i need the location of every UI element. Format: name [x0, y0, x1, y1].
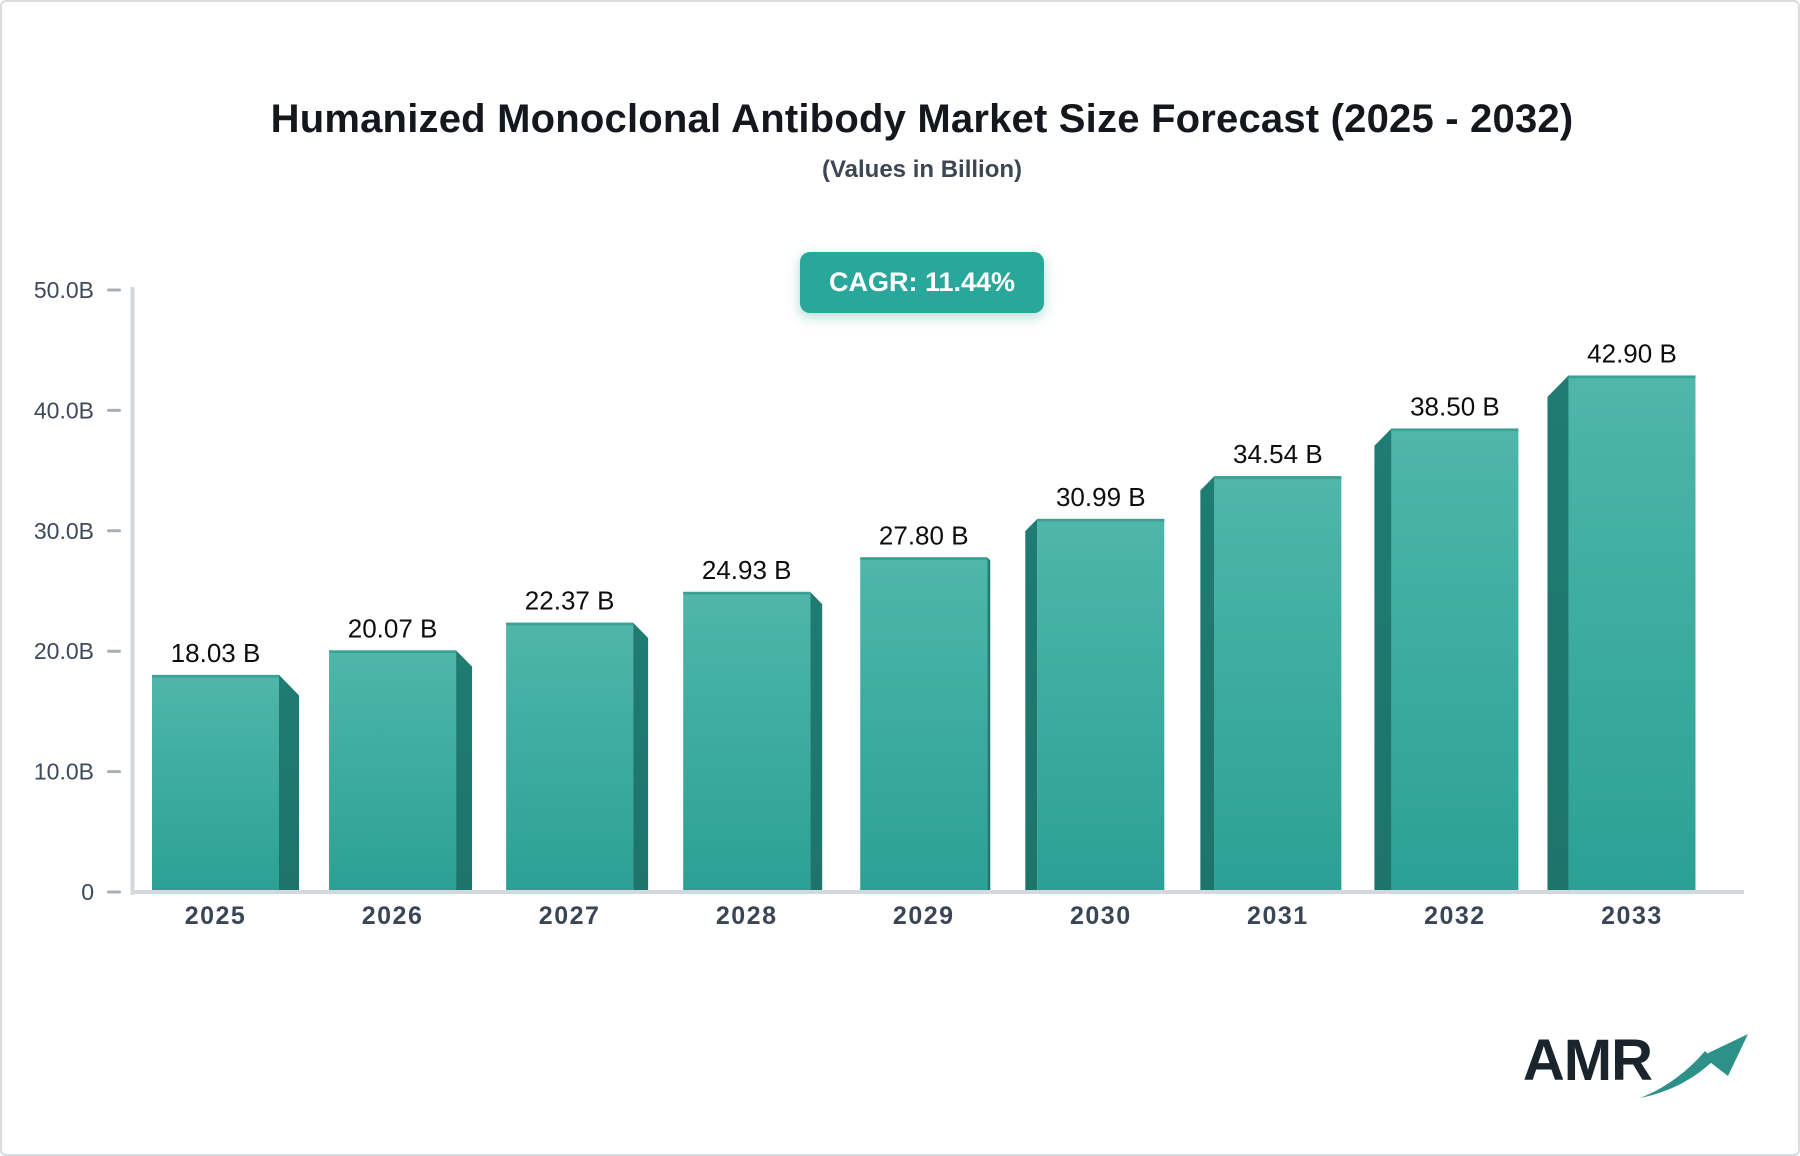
y-tick	[107, 288, 121, 292]
bar-top-edge	[1391, 428, 1519, 432]
bar-side-face	[1025, 518, 1038, 893]
cagr-badge: CAGR: 11.44%	[799, 252, 1045, 313]
bar-side-face	[810, 591, 823, 893]
x-tick-label: 2028	[716, 902, 778, 930]
bar-2027[interactable]	[506, 622, 649, 893]
bar-top-edge	[152, 674, 279, 678]
y-axis-line	[130, 287, 135, 895]
x-tick-label: 2030	[1070, 902, 1132, 930]
bar-value-label: 38.50 B	[1410, 391, 1500, 421]
bar-value-label: 18.03 B	[171, 638, 261, 668]
cagr-badge-label: CAGR: 11.44%	[828, 267, 1016, 297]
y-tick-label: 40.0B	[34, 397, 94, 423]
x-tick-label: 2029	[893, 902, 955, 930]
bar-value-label: 42.90 B	[1587, 338, 1677, 368]
x-tick-label: 2025	[185, 902, 247, 930]
bar-top-edge	[1037, 518, 1165, 522]
bar-front-face	[683, 591, 811, 893]
bar-front-face	[1037, 518, 1165, 893]
y-tick-label: 50.0B	[34, 277, 94, 303]
x-tick-label: 2026	[362, 902, 424, 930]
bar-top-edge	[1568, 375, 1696, 379]
x-axis-line	[130, 890, 1744, 894]
bar-top-edge	[506, 622, 634, 626]
bar-side-face	[633, 622, 649, 893]
bar-2030[interactable]	[1025, 518, 1165, 893]
bar-2031[interactable]	[1200, 476, 1342, 893]
bar-top-edge	[683, 591, 811, 595]
x-tick-label: 2033	[1601, 902, 1663, 930]
y-tick	[107, 649, 121, 653]
bar-value-label: 24.93 B	[702, 555, 792, 585]
x-tick-label: 2031	[1247, 902, 1309, 930]
bar-front-face	[860, 557, 988, 893]
bar-front-face	[1568, 375, 1696, 893]
y-tick-label: 10.0B	[34, 759, 94, 785]
bar-front-face	[1391, 428, 1519, 893]
y-tick-label: 20.0B	[34, 638, 94, 664]
bar-top-edge	[860, 557, 988, 560]
bar-front-face	[1214, 476, 1342, 893]
bar-front-face	[329, 650, 457, 893]
x-tick-label: 2027	[539, 902, 601, 930]
bar-value-label: 20.07 B	[348, 613, 438, 643]
bar-side-face	[987, 557, 991, 893]
bar-side-face	[1547, 375, 1569, 893]
bar-front-face	[152, 674, 279, 893]
bar-front-face	[506, 622, 634, 893]
x-tick-label: 2032	[1424, 902, 1486, 930]
amr-logo-text: AMR	[1522, 1028, 1653, 1093]
y-tick	[107, 529, 121, 533]
bar-side-face	[1200, 476, 1215, 893]
bar-side-face	[456, 650, 473, 893]
y-tick	[107, 890, 121, 894]
bar-2026[interactable]	[329, 650, 473, 893]
bar-side-face	[279, 674, 299, 893]
y-tick-label: 30.0B	[34, 518, 94, 544]
bar-2032[interactable]	[1374, 428, 1519, 893]
bar-top-edge	[1214, 476, 1342, 479]
bar-2025[interactable]	[152, 674, 299, 893]
y-tick	[107, 770, 121, 774]
bar-2028[interactable]	[683, 591, 823, 893]
logo-arrow-icon	[1640, 1034, 1748, 1098]
y-tick-label: 0	[81, 879, 94, 905]
bar-value-label: 30.99 B	[1056, 482, 1146, 512]
bar-value-label: 22.37 B	[525, 586, 615, 616]
bar-value-label: 27.80 B	[879, 520, 969, 550]
bar-value-label: 34.54 B	[1233, 439, 1323, 469]
bar-2029[interactable]	[860, 557, 991, 893]
amr-logo: AMR	[1523, 1030, 1754, 1104]
y-tick	[107, 408, 121, 412]
bar-side-face	[1374, 428, 1392, 893]
bar-top-edge	[329, 650, 457, 653]
bar-2033[interactable]	[1547, 375, 1696, 893]
